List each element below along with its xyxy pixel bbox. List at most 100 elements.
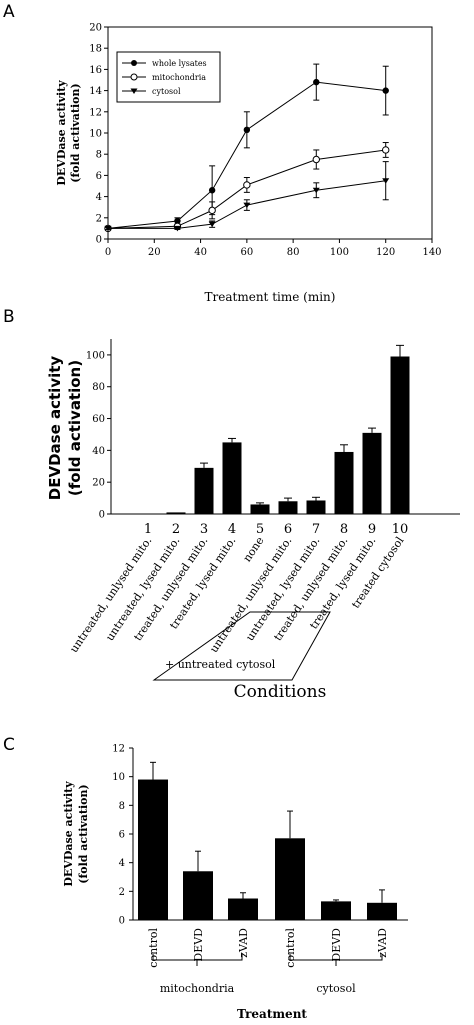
y-tick-label: 0: [99, 510, 105, 521]
bar-category-label: DEVD: [330, 928, 343, 962]
y-tick-label: 10: [89, 129, 102, 140]
bar-number: 10: [392, 522, 409, 537]
y-tick-label: 60: [92, 414, 105, 425]
x-tick-label: 0: [105, 247, 111, 258]
bar: [278, 501, 298, 514]
data-point-cytosol: [104, 225, 112, 232]
bar-number: 8: [340, 522, 348, 537]
bar: [367, 902, 397, 920]
legend-marker-whole: [131, 60, 137, 66]
y-tick-label: 18: [89, 44, 102, 55]
bar: [138, 779, 168, 920]
chart-a-xlabel: Treatment time (min): [205, 290, 336, 304]
data-point-mitochondria: [382, 146, 390, 154]
legend-label-cytosol: cytosol: [152, 87, 181, 96]
x-tick-label: 40: [194, 247, 207, 258]
bar: [390, 356, 410, 514]
chart-c: 0 2 4 6 8 10 12 control DEVD zVAD control DEVD zVAD…: [62, 744, 408, 1021]
data-point-cytosol: [208, 221, 216, 228]
y-tick-label: 0: [119, 916, 125, 927]
bar-category-label: DEVD: [192, 928, 205, 962]
y-tick-label: 8: [119, 801, 125, 812]
y-tick-label: 12: [89, 107, 102, 118]
x-tick-label: 20: [148, 247, 161, 258]
bar-category-label: zVAD: [376, 928, 389, 958]
y-tick-label: 40: [92, 446, 105, 457]
chart-b-group-bracket: [152, 611, 331, 681]
series-line-whole-lysates: [107, 81, 386, 229]
panel-label-b: B: [3, 307, 15, 327]
bar: [334, 451, 354, 514]
y-tick-label: 4: [96, 192, 102, 203]
chart-b-xlabel: Conditions: [234, 682, 327, 702]
data-point-cytosol: [382, 178, 390, 184]
y-tick-label: 4: [119, 858, 125, 869]
bar-number: 7: [312, 522, 320, 537]
chart-b-ylabel-1: DEVDase activity: [46, 356, 64, 501]
legend-label-whole: whole lysates: [152, 59, 207, 68]
data-point-mitochondria: [312, 155, 320, 164]
x-tick-label: 120: [376, 247, 395, 258]
bar-category-label: control: [284, 928, 297, 968]
y-tick-label: 8: [96, 150, 102, 161]
y-tick-label: 2: [119, 887, 125, 898]
chart-b-ylabel-2: (fold activation): [66, 360, 84, 496]
bar: [194, 467, 214, 514]
bar-category-label: none: [240, 534, 266, 564]
legend-label-mito: mitochondria: [152, 73, 206, 82]
series-line-mitochondria: [107, 149, 386, 229]
bar-number: 2: [172, 522, 180, 537]
x-tick-label: 100: [330, 247, 349, 258]
y-tick-label: 100: [86, 350, 105, 361]
data-point-cytosol: [312, 187, 320, 194]
bar: [362, 432, 382, 514]
x-tick-label: 60: [240, 247, 253, 258]
data-point-cytosol: [173, 225, 181, 232]
bar: [306, 500, 326, 514]
bar: [222, 442, 242, 514]
data-point-whole-lysates: [174, 217, 181, 225]
y-tick-label: 80: [92, 382, 105, 393]
x-tick-label: 80: [287, 247, 300, 258]
chart-c-xlabel: Treatment: [237, 1007, 307, 1021]
bar: [228, 898, 258, 920]
chart-c-group-mitochondria: mitochondria: [160, 982, 235, 995]
bar-number: 6: [284, 522, 292, 537]
y-tick-label: 10: [112, 772, 125, 783]
panel-label-a: A: [3, 2, 15, 22]
chart-a-legend: whole lysates mitochondria cytosol: [116, 51, 221, 103]
y-tick-label: 16: [89, 65, 102, 76]
bar: [321, 901, 351, 920]
bar-category-label: zVAD: [237, 928, 250, 958]
chart-c-ylabel-1: DEVDase activity: [62, 781, 75, 887]
y-tick-label: 14: [89, 86, 102, 97]
data-point-cytosol: [243, 202, 251, 209]
y-tick-label: 6: [119, 830, 125, 841]
legend-marker-mito: [130, 73, 138, 81]
chart-a-ylabel-1: DEVDase activity: [55, 80, 68, 186]
data-point-whole-lysates: [208, 187, 216, 194]
panel-label-c: C: [3, 735, 15, 755]
data-point-mitochondria: [208, 206, 216, 215]
chart-a: 0 2 4 6 8 10 12 14 16 18 20 0 20 40 60 80 100 120 140 who…: [55, 23, 442, 305]
y-tick-label: 20: [89, 23, 102, 34]
bar-number: 5: [256, 522, 264, 537]
bar: [183, 871, 213, 920]
bar: [166, 512, 186, 514]
series-line-cytosol: [108, 180, 386, 229]
bar-number: 4: [228, 522, 236, 537]
data-point-mitochondria: [243, 181, 251, 189]
bar-number: 9: [368, 522, 376, 537]
bar-category-label: control: [147, 928, 160, 968]
y-tick-label: 0: [96, 235, 102, 246]
chart-c-ylabel-2: (fold activation): [77, 784, 90, 883]
data-point-whole-lysates: [382, 87, 389, 94]
bar: [275, 838, 305, 920]
bar-number: 1: [144, 522, 152, 537]
legend-marker-cytosol: [130, 88, 138, 94]
chart-a-ylabel-2: (fold activation): [69, 83, 82, 182]
y-tick-label: 12: [112, 744, 125, 755]
data-point-whole-lysates: [243, 126, 251, 134]
